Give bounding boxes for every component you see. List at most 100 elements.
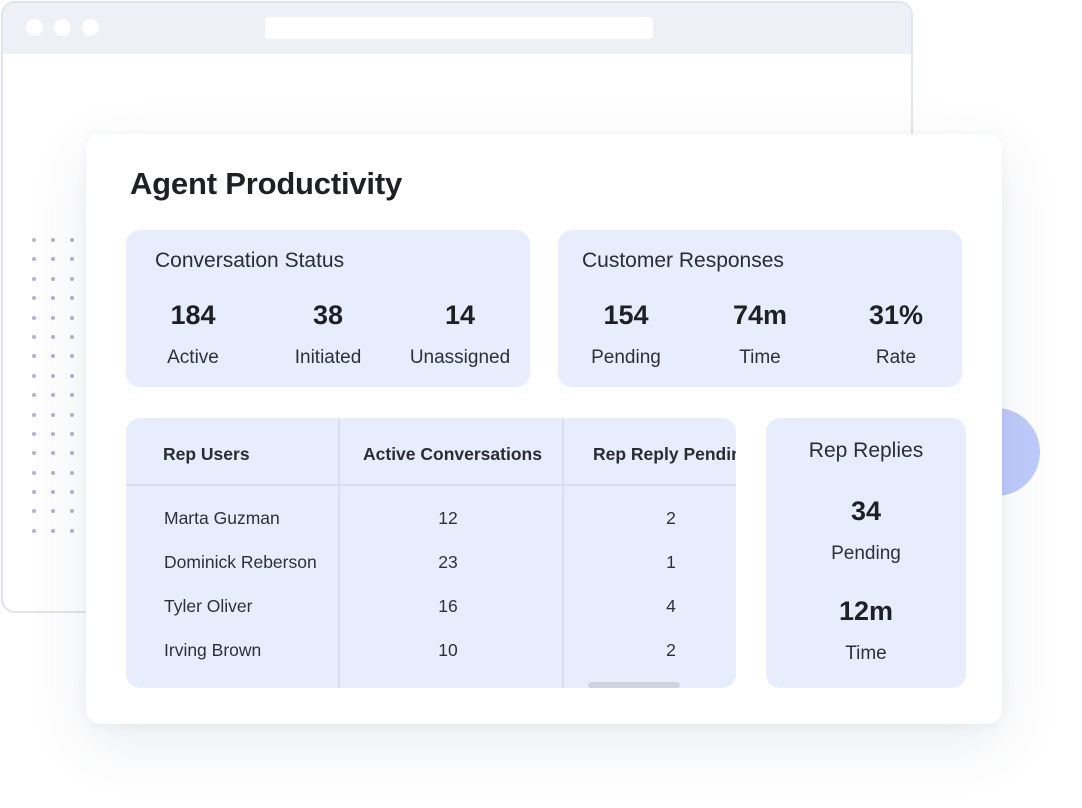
address-bar[interactable] (265, 17, 653, 39)
stat-pending: 154 Pending (551, 300, 701, 369)
decorative-dot (70, 431, 74, 436)
stat-value: 74m (732, 300, 788, 330)
decorative-dot (51, 315, 55, 320)
decorative-dot (51, 431, 55, 436)
stat-label: Unassigned (409, 347, 511, 368)
stat-label: Pending (831, 543, 901, 564)
rep-users-table[interactable]: Rep Users Active Conversations Rep Reply… (126, 418, 736, 688)
decorative-dot (70, 412, 74, 417)
decorative-dot (32, 257, 36, 262)
page-title: Agent Productivity (130, 166, 402, 201)
cell-reply-pending: 2 (666, 640, 676, 660)
customer-responses-title: Customer Responses (582, 249, 784, 272)
stat-value: 31% (868, 300, 924, 330)
window-close-dot[interactable] (26, 19, 43, 36)
decorative-dot (51, 393, 55, 398)
decorative-dot (51, 528, 55, 533)
browser-title-bar (3, 3, 911, 54)
cell-reply-pending: 1 (666, 552, 676, 572)
decorative-dot-grid (32, 238, 74, 533)
decorative-dot (32, 354, 36, 359)
decorative-dot (32, 490, 36, 495)
rep-replies-title: Rep Replies (808, 439, 924, 462)
decorative-dot (70, 509, 74, 514)
stat-value: 184 (170, 300, 216, 330)
conversation-status-title: Conversation Status (155, 249, 345, 272)
stat-value: 34 (850, 496, 882, 526)
decorative-dot (70, 315, 74, 320)
decorative-dot (32, 238, 36, 242)
decorative-dot (51, 470, 55, 475)
decorative-dot (70, 334, 74, 339)
cell-active-conversations: 16 (438, 596, 458, 616)
cell-rep-name: Tyler Oliver (164, 596, 253, 616)
stat-rep-pending: 34 Pending (791, 496, 941, 565)
decorative-dot (51, 412, 55, 417)
decorative-dot (70, 354, 74, 359)
decorative-dot (51, 451, 55, 456)
decorative-dot (51, 238, 55, 242)
decorative-dot (70, 276, 74, 281)
decorative-dot (32, 509, 36, 514)
stat-unassigned: 14 Unassigned (385, 300, 535, 369)
decorative-dot (51, 354, 55, 359)
conversation-status-panel: Conversation Status 184 Active 38 Initia… (126, 230, 530, 387)
decorative-dot (70, 451, 74, 456)
column-header-rep-reply-pending[interactable]: Rep Reply Pending (593, 444, 736, 464)
decorative-dot (32, 276, 36, 281)
stat-time: 74m Time (685, 300, 835, 369)
stat-label: Initiated (294, 347, 362, 368)
decorative-dot (32, 451, 36, 456)
decorative-dot (70, 257, 74, 262)
decorative-dot (70, 296, 74, 301)
cell-active-conversations: 10 (438, 640, 458, 660)
column-header-rep-users[interactable]: Rep Users (163, 444, 250, 464)
cell-rep-name: Marta Guzman (164, 508, 280, 528)
decorative-dot (32, 334, 36, 339)
column-header-active-conversations[interactable]: Active Conversations (363, 444, 542, 464)
stat-rate: 31% Rate (821, 300, 971, 369)
stat-label: Rate (875, 347, 917, 368)
agent-productivity-card: Agent Productivity Conversation Status 1… (86, 134, 1002, 724)
stat-label: Time (739, 347, 781, 368)
stat-rep-time: 12m Time (791, 596, 941, 665)
stat-label: Time (845, 643, 887, 664)
decorative-dot (51, 373, 55, 378)
column-divider (338, 418, 340, 688)
cell-rep-name: Dominick Reberson (164, 552, 317, 572)
decorative-dot (32, 470, 36, 475)
window-minimize-dot[interactable] (54, 19, 71, 36)
decorative-dot (51, 276, 55, 281)
decorative-dot (51, 296, 55, 301)
decorative-dot (51, 490, 55, 495)
stat-label: Active (167, 347, 219, 368)
stat-value: 12m (838, 596, 894, 626)
stat-value: 38 (312, 300, 344, 330)
cell-active-conversations: 23 (438, 552, 458, 572)
window-maximize-dot[interactable] (82, 19, 99, 36)
horizontal-scrollbar[interactable] (588, 682, 680, 688)
decorative-dot (70, 528, 74, 533)
decorative-dot (32, 296, 36, 301)
header-divider (126, 484, 736, 486)
decorative-dot (70, 238, 74, 242)
decorative-dot (32, 528, 36, 533)
customer-responses-panel: Customer Responses 154 Pending 74m Time … (558, 230, 962, 387)
stat-active: 184 Active (118, 300, 268, 369)
decorative-dot (70, 373, 74, 378)
decorative-dot (32, 393, 36, 398)
decorative-dot (70, 393, 74, 398)
cell-reply-pending: 4 (666, 596, 676, 616)
cell-reply-pending: 2 (666, 508, 676, 528)
decorative-dot (32, 315, 36, 320)
decorative-dot (32, 373, 36, 378)
column-divider (562, 418, 564, 688)
decorative-dot (32, 431, 36, 436)
decorative-dot (70, 490, 74, 495)
decorative-dot (70, 470, 74, 475)
cell-active-conversations: 12 (438, 508, 458, 528)
decorative-dot (32, 412, 36, 417)
stat-initiated: 38 Initiated (253, 300, 403, 369)
decorative-dot (51, 257, 55, 262)
stat-value: 154 (603, 300, 649, 330)
